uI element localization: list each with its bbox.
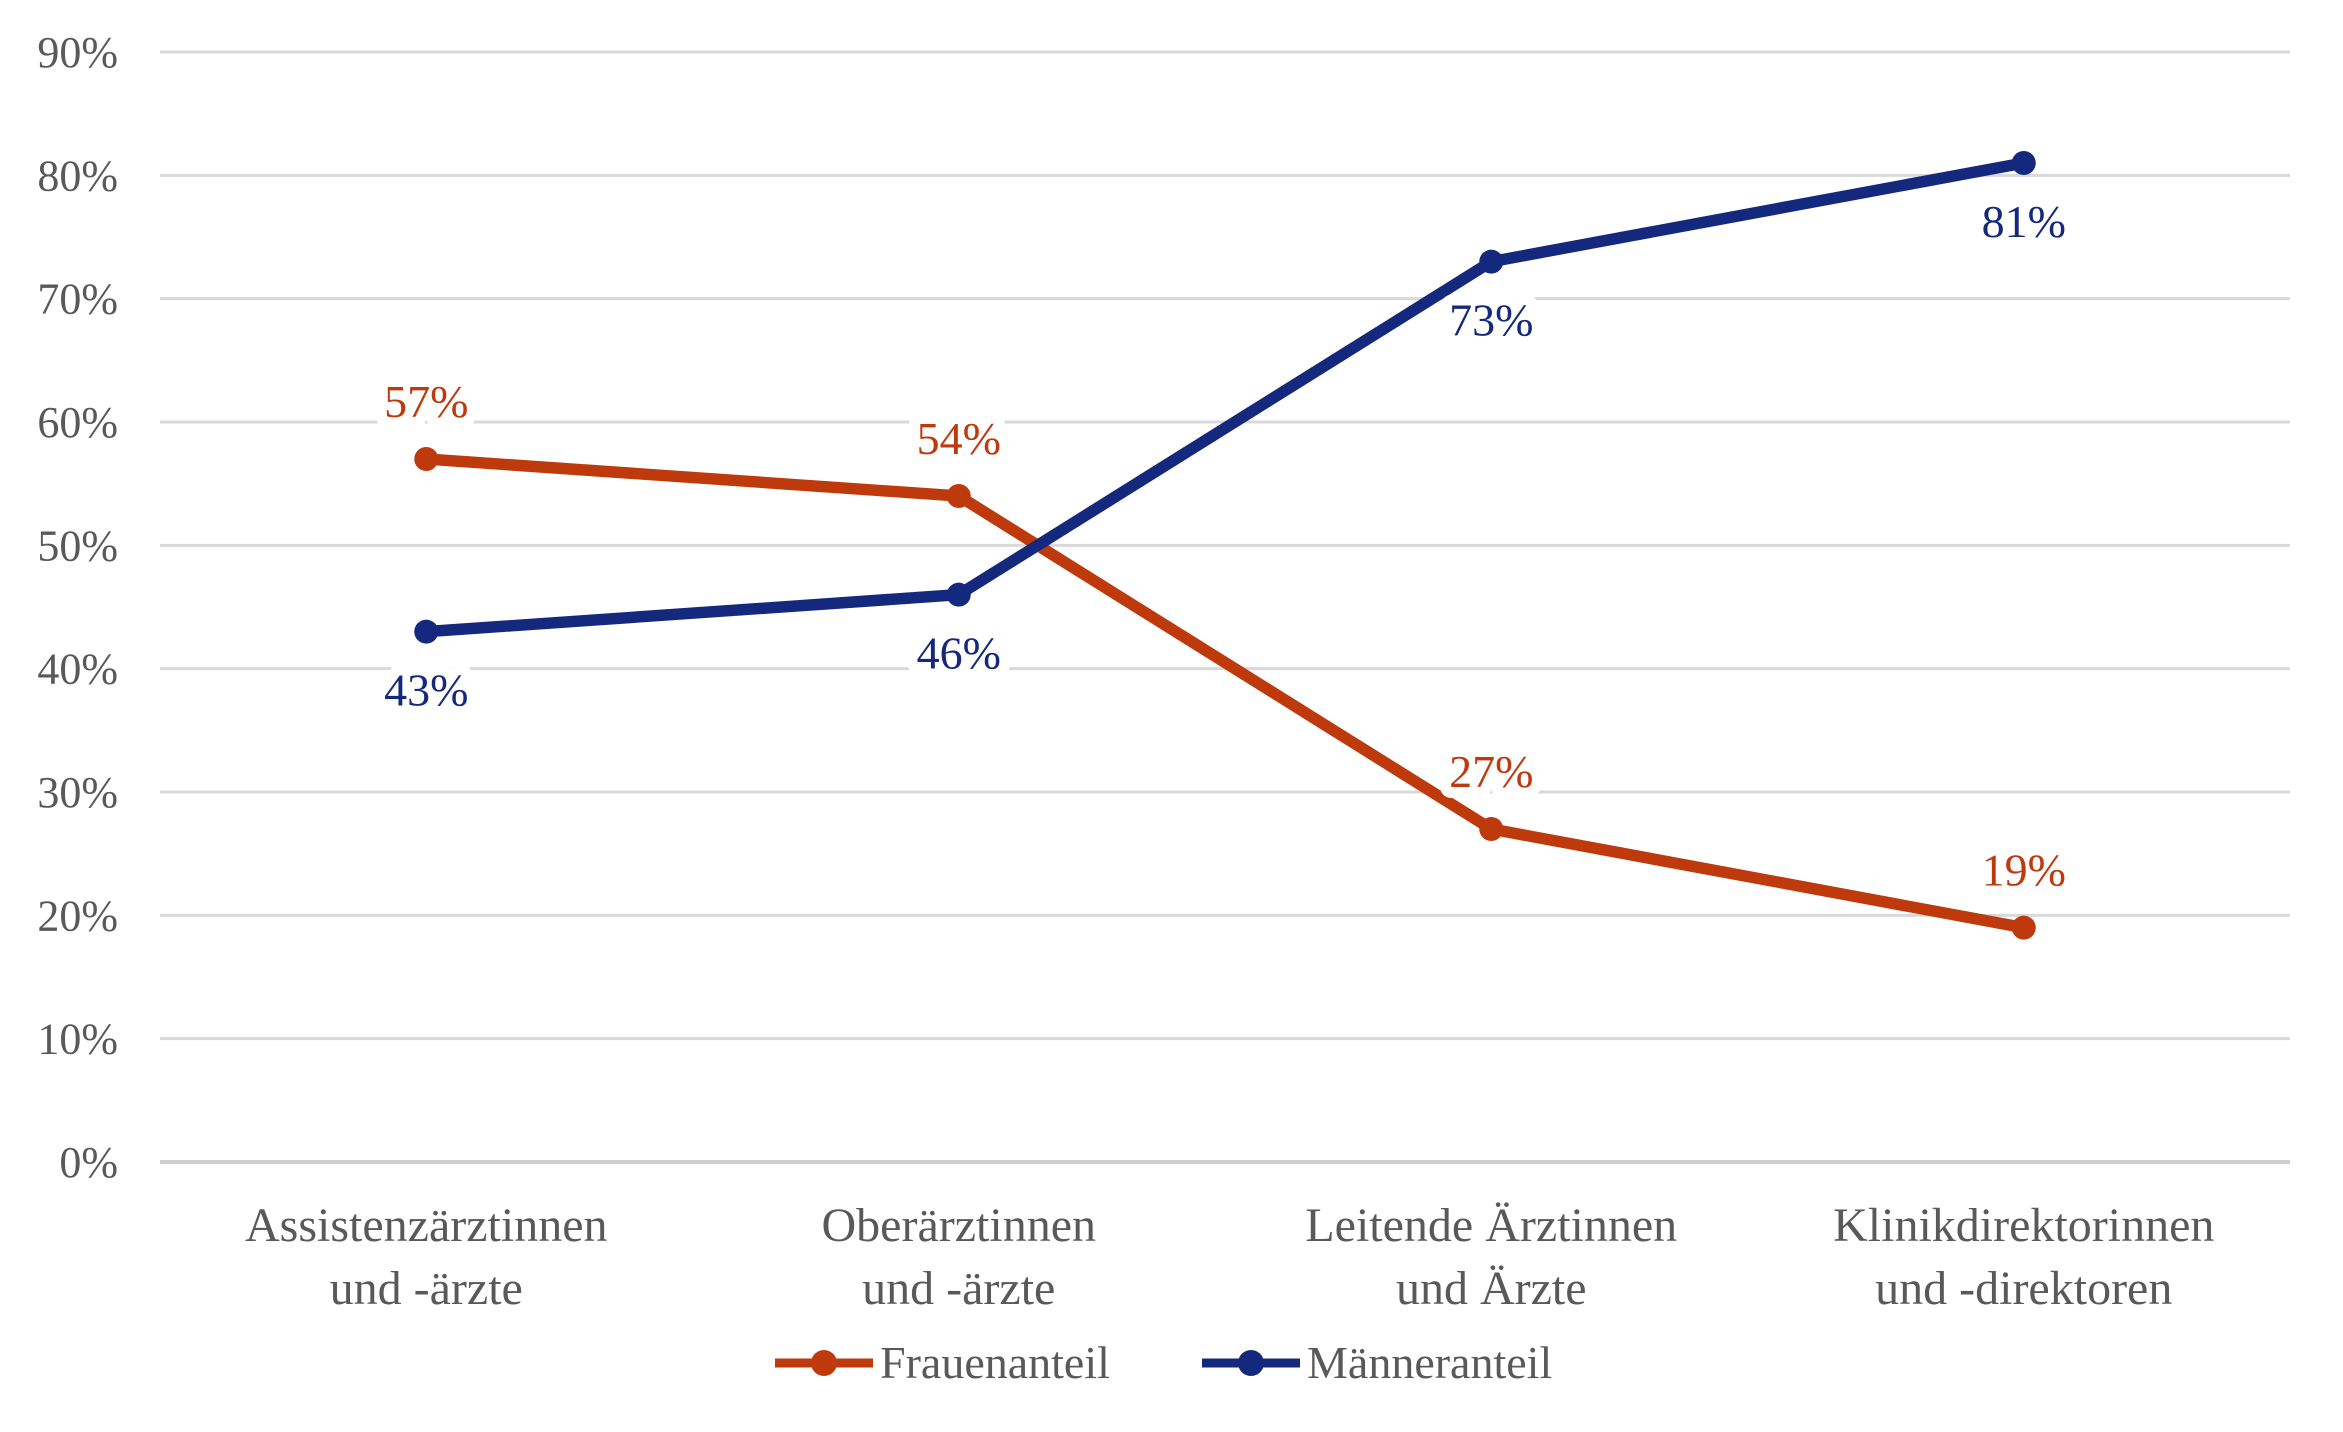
data-point-label-männeranteil: 43% — [384, 665, 468, 716]
y-tick-label: 20% — [37, 891, 118, 940]
data-point-marker-frauenanteil — [414, 447, 439, 471]
y-tick-label: 80% — [37, 151, 118, 200]
data-point-marker-männeranteil — [1479, 249, 1504, 274]
data-point-marker-frauenanteil — [946, 484, 971, 508]
x-category-label: Klinikdirektorinnen und -direktoren — [1833, 1199, 2214, 1315]
y-tick-label: 50% — [37, 521, 118, 570]
data-point-marker-frauenanteil — [1479, 817, 1504, 841]
y-tick-label: 40% — [37, 645, 118, 694]
data-point-label-männeranteil: 46% — [917, 628, 1001, 679]
data-point-label-männeranteil: 81% — [1982, 196, 2066, 247]
data-point-marker-männeranteil — [2011, 151, 2036, 175]
x-category-label-line: und -ärzte — [862, 1262, 1055, 1315]
data-point-label-frauenanteil: 27% — [1449, 746, 1533, 797]
legend-label: Männeranteil — [1307, 1337, 1552, 1388]
x-category-label: Assistenzärztinnen und -ärzte — [245, 1199, 608, 1315]
y-tick-label: 90% — [37, 28, 118, 77]
data-point-marker-männeranteil — [946, 582, 971, 607]
data-point-label-männeranteil: 73% — [1449, 295, 1533, 346]
legend-item-männeranteil: Männeranteil — [1202, 1337, 1552, 1388]
x-category-label: Oberärztinnen und -ärzte — [821, 1199, 1096, 1315]
y-tick-label: 70% — [37, 275, 118, 324]
legend-swatch-marker — [811, 1350, 837, 1376]
y-tick-label: 0% — [59, 1138, 118, 1187]
x-category-label-line: Leitende Ärztinnen — [1305, 1199, 1677, 1252]
data-point-label-frauenanteil: 57% — [384, 376, 468, 427]
series-line-frauenanteil — [420, 453, 2030, 934]
x-category-label-line: und Ärzte — [1396, 1262, 1587, 1315]
x-category-label-line: Oberärztinnen — [821, 1199, 1096, 1252]
data-point-marker-männeranteil — [414, 619, 439, 644]
legend-label: Frauenanteil — [880, 1337, 1110, 1388]
series-line-männeranteil — [420, 157, 2030, 638]
x-category-label: Leitende Ärztinnen und Ärzte — [1305, 1199, 1677, 1315]
data-point-label-frauenanteil: 54% — [917, 413, 1001, 464]
x-category-label-line: und -direktoren — [1875, 1262, 2172, 1315]
x-category-label-line: Klinikdirektorinnen — [1833, 1199, 2214, 1252]
y-tick-label: 60% — [37, 398, 118, 447]
legend-swatch-marker — [1238, 1350, 1264, 1376]
x-category-label-line: und -ärzte — [330, 1262, 523, 1315]
y-tick-label: 10% — [37, 1015, 118, 1064]
legend-item-frauenanteil: Frauenanteil — [775, 1337, 1110, 1388]
x-category-label-line: Assistenzärztinnen — [245, 1199, 608, 1252]
data-point-label-frauenanteil: 19% — [1982, 845, 2066, 896]
y-tick-label: 30% — [37, 768, 118, 817]
data-point-marker-frauenanteil — [2011, 915, 2036, 940]
